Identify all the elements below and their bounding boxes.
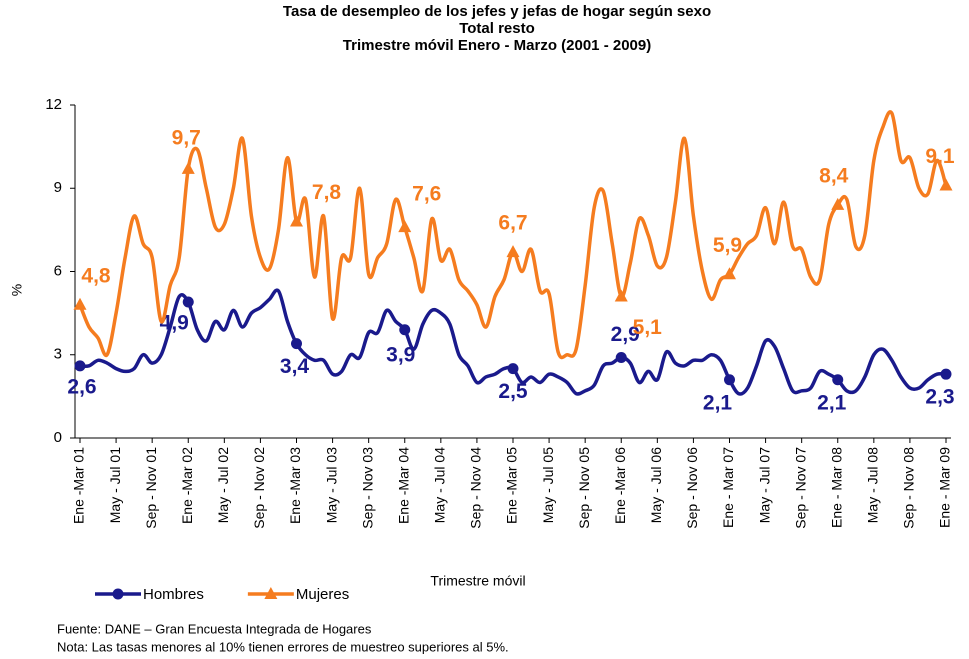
x-tick-label: May - Jul 03: [323, 447, 339, 523]
data-label: 3,4: [280, 355, 310, 378]
point: [615, 352, 627, 364]
x-tick-label: Ene - Mar 07: [720, 447, 736, 528]
legend-label: Hombres: [143, 586, 204, 603]
x-tick-label: Sep - Nov 04: [468, 447, 484, 529]
chart-subtitle: Total resto: [459, 20, 535, 37]
footnote: Nota: Las tasas menores al 10% tienen er…: [57, 639, 509, 654]
x-tick-label: May - Jul 02: [215, 447, 231, 523]
data-label: 2,3: [925, 386, 954, 409]
line: [78, 110, 948, 360]
x-tick-label: Sep - Nov 06: [684, 447, 700, 529]
line: [79, 288, 947, 396]
point: [831, 197, 845, 210]
data-label: 4,9: [160, 312, 189, 335]
x-tick-label: Ene - Mar 09: [937, 447, 953, 528]
data-label: 2,6: [67, 375, 96, 398]
point: [112, 588, 124, 600]
point: [940, 368, 952, 380]
data-label: 9,1: [925, 145, 955, 168]
point: [73, 297, 87, 310]
x-tick-label: May - Jul 05: [540, 447, 556, 523]
point: [182, 296, 194, 308]
x-tick-label: Sep - Nov 02: [251, 447, 267, 529]
point: [264, 587, 278, 599]
data-label: 7,8: [312, 181, 342, 204]
x-tick-label: Ene -Mar 06: [612, 447, 628, 524]
data-label: 2,9: [611, 323, 640, 346]
point: [507, 363, 519, 375]
x-tick-label: Sep - Nov 01: [143, 447, 159, 529]
x-axis-title: Trimestre móvil: [430, 573, 525, 589]
y-tick-label: 6: [54, 262, 62, 279]
x-tick-label: May - Jul 07: [756, 447, 772, 523]
point: [614, 289, 628, 302]
point: [398, 220, 412, 233]
chart-subtitle: Trimestre móvil Enero - Marzo (2001 - 20…: [343, 37, 651, 54]
x-tick-label: Ene -Mar 03: [287, 447, 303, 524]
data-label: 3,9: [386, 343, 415, 366]
data-label: 2,1: [817, 391, 847, 414]
x-tick-label: Ene -Mar 02: [179, 447, 195, 524]
x-tick-label: Ene -Mar 01: [71, 447, 87, 524]
point: [724, 374, 735, 386]
data-label: 2,1: [703, 391, 733, 414]
data-label: 6,7: [498, 212, 527, 235]
source-note: Fuente: DANE – Gran Encuesta Integrada d…: [57, 621, 372, 636]
data-label: 5,1: [633, 316, 663, 339]
series: 4,8 9,7 7,8 7,6 6,7 5,1 5,9 8,4 9,1: [73, 110, 955, 360]
point: [832, 374, 844, 386]
point: [399, 324, 411, 336]
series: 2,6 4,9 3,4 3,9 2,5 2,9 2,1 2,1 2,3: [67, 288, 955, 414]
y-tick-label: 9: [54, 179, 62, 196]
y-tick-label: 3: [54, 346, 62, 363]
data-label: 5,9: [713, 234, 742, 257]
x-tick-label: Ene -Mar 04: [395, 447, 411, 524]
data-label: 2,5: [498, 380, 528, 403]
point: [723, 267, 736, 280]
chart-title: Tasa de desempleo de los jefes y jefas d…: [283, 3, 711, 20]
x-tick-label: Sep - Nov 07: [792, 447, 808, 529]
point: [181, 161, 195, 174]
x-tick-label: May - Jul 04: [432, 447, 448, 523]
x-tick-label: Sep - Nov 08: [901, 447, 917, 529]
x-tick-label: May - Jul 01: [107, 447, 123, 523]
point: [939, 178, 953, 191]
data-label: 4,8: [81, 264, 111, 287]
data-label: 9,7: [172, 126, 201, 149]
y-tick-label: 0: [54, 429, 62, 446]
point: [291, 338, 302, 350]
data-label: 7,6: [412, 183, 441, 206]
x-tick-label: Sep - Nov 03: [359, 447, 375, 529]
point: [506, 245, 520, 258]
x-tick-label: May - Jul 08: [865, 447, 881, 523]
x-tick-label: May - Jul 06: [648, 447, 664, 523]
legend-label: Mujeres: [296, 586, 349, 603]
x-tick-label: Ene - Mar 08: [828, 447, 844, 528]
point: [74, 360, 86, 372]
y-tick-label: 12: [45, 96, 62, 113]
y-axis-title: %: [9, 284, 25, 296]
x-tick-label: Sep - Nov 05: [576, 447, 592, 529]
x-tick-label: Ene -Mar 05: [504, 447, 520, 524]
data-label: 8,4: [819, 164, 849, 187]
point: [290, 214, 303, 227]
